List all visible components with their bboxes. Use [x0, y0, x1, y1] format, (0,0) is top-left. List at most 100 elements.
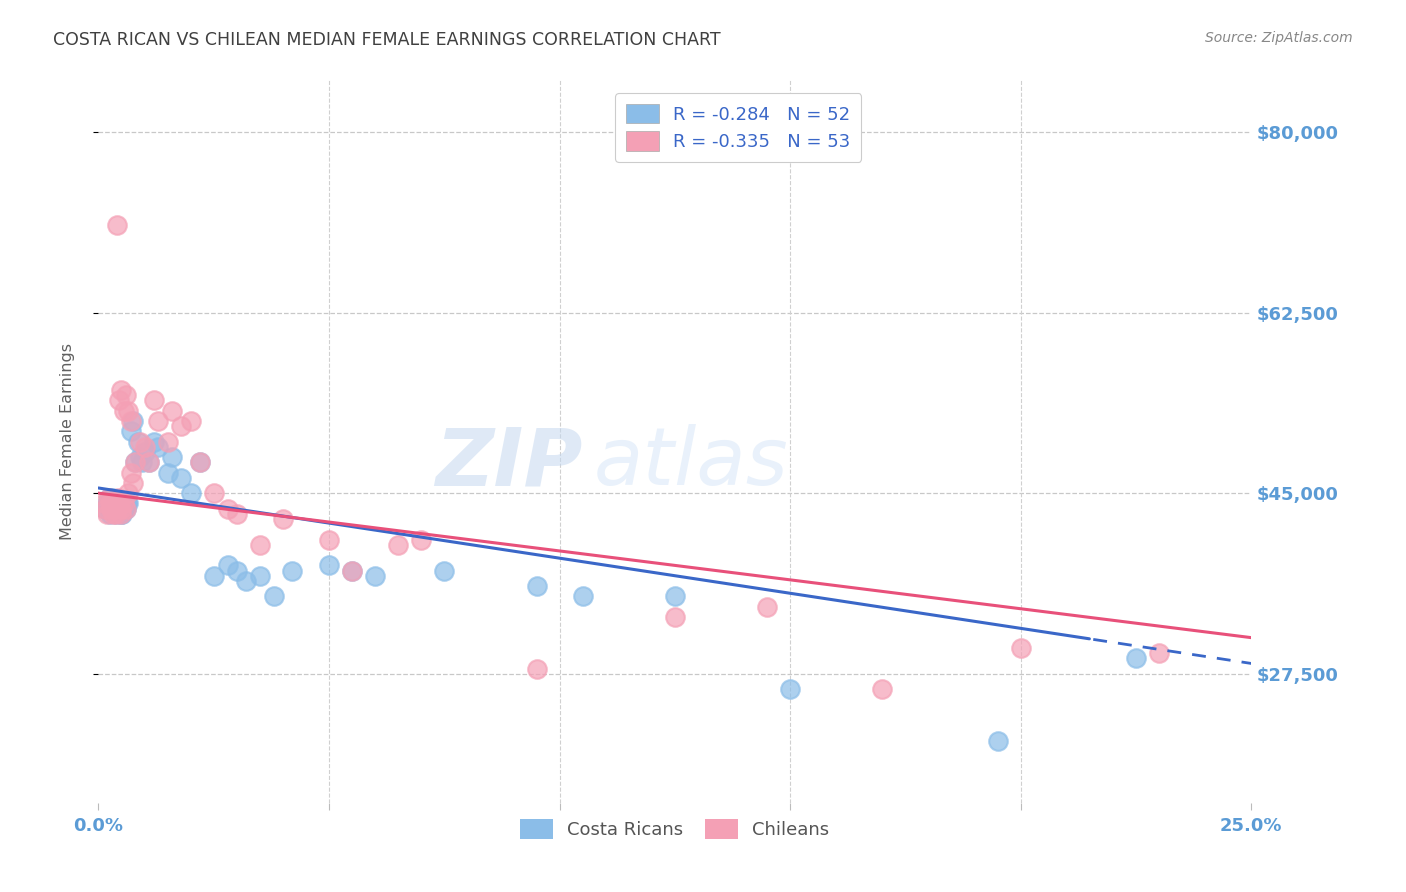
Point	[124, 455, 146, 469]
Point	[104, 507, 127, 521]
Point	[96, 507, 118, 521]
Point	[120, 424, 142, 438]
Point	[110, 501, 132, 516]
Point	[115, 388, 138, 402]
Point	[98, 507, 121, 521]
Point	[103, 496, 125, 510]
Point	[98, 496, 121, 510]
Point	[124, 455, 146, 469]
Point	[1125, 651, 1147, 665]
Legend: Costa Ricans, Chileans: Costa Ricans, Chileans	[512, 810, 838, 848]
Point	[108, 496, 131, 510]
Point	[93, 496, 115, 510]
Point	[217, 501, 239, 516]
Point	[571, 590, 593, 604]
Y-axis label: Median Female Earnings: Median Female Earnings	[60, 343, 75, 540]
Point	[433, 564, 456, 578]
Point	[148, 440, 170, 454]
Point	[104, 507, 127, 521]
Point	[97, 491, 120, 506]
Point	[122, 475, 145, 490]
Point	[170, 419, 193, 434]
Point	[156, 434, 179, 449]
Point	[108, 393, 131, 408]
Point	[112, 496, 135, 510]
Point	[127, 434, 149, 449]
Point	[115, 501, 138, 516]
Point	[249, 538, 271, 552]
Point	[96, 496, 118, 510]
Point	[526, 662, 548, 676]
Text: atlas: atlas	[595, 425, 789, 502]
Point	[120, 414, 142, 428]
Point	[110, 383, 132, 397]
Point	[987, 734, 1010, 748]
Point	[779, 682, 801, 697]
Point	[134, 440, 156, 454]
Point	[160, 403, 183, 417]
Point	[138, 455, 160, 469]
Point	[156, 466, 179, 480]
Point	[411, 533, 433, 547]
Point	[97, 491, 120, 506]
Point	[110, 507, 132, 521]
Point	[364, 568, 387, 582]
Point	[664, 590, 686, 604]
Point	[129, 434, 152, 449]
Point	[340, 564, 363, 578]
Point	[117, 496, 139, 510]
Point	[115, 501, 138, 516]
Point	[94, 501, 117, 516]
Point	[142, 393, 165, 408]
Point	[202, 568, 225, 582]
Point	[180, 486, 202, 500]
Point	[664, 610, 686, 624]
Point	[101, 501, 124, 516]
Point	[115, 496, 138, 510]
Point	[101, 496, 124, 510]
Text: Source: ZipAtlas.com: Source: ZipAtlas.com	[1205, 31, 1353, 45]
Point	[340, 564, 363, 578]
Point	[111, 507, 134, 521]
Point	[188, 455, 211, 469]
Point	[202, 486, 225, 500]
Point	[148, 414, 170, 428]
Point	[105, 496, 128, 510]
Point	[100, 501, 122, 516]
Point	[103, 501, 125, 516]
Point	[281, 564, 304, 578]
Point	[112, 403, 135, 417]
Point	[134, 445, 156, 459]
Point	[235, 574, 257, 588]
Point	[131, 455, 153, 469]
Point	[188, 455, 211, 469]
Point	[107, 491, 129, 506]
Point	[100, 496, 122, 510]
Point	[249, 568, 271, 582]
Point	[180, 414, 202, 428]
Point	[120, 466, 142, 480]
Point	[101, 491, 124, 506]
Point	[112, 501, 135, 516]
Point	[110, 507, 132, 521]
Point	[114, 496, 136, 510]
Point	[271, 512, 294, 526]
Point	[107, 496, 129, 510]
Text: COSTA RICAN VS CHILEAN MEDIAN FEMALE EARNINGS CORRELATION CHART: COSTA RICAN VS CHILEAN MEDIAN FEMALE EAR…	[53, 31, 721, 49]
Point	[872, 682, 894, 697]
Point	[94, 501, 117, 516]
Point	[108, 501, 131, 516]
Point	[225, 507, 247, 521]
Point	[105, 218, 128, 232]
Point	[105, 501, 128, 516]
Point	[138, 455, 160, 469]
Point	[117, 486, 139, 500]
Point	[110, 501, 132, 516]
Point	[170, 471, 193, 485]
Point	[129, 450, 152, 464]
Point	[263, 590, 285, 604]
Point	[117, 403, 139, 417]
Point	[142, 434, 165, 449]
Point	[318, 558, 340, 573]
Point	[387, 538, 409, 552]
